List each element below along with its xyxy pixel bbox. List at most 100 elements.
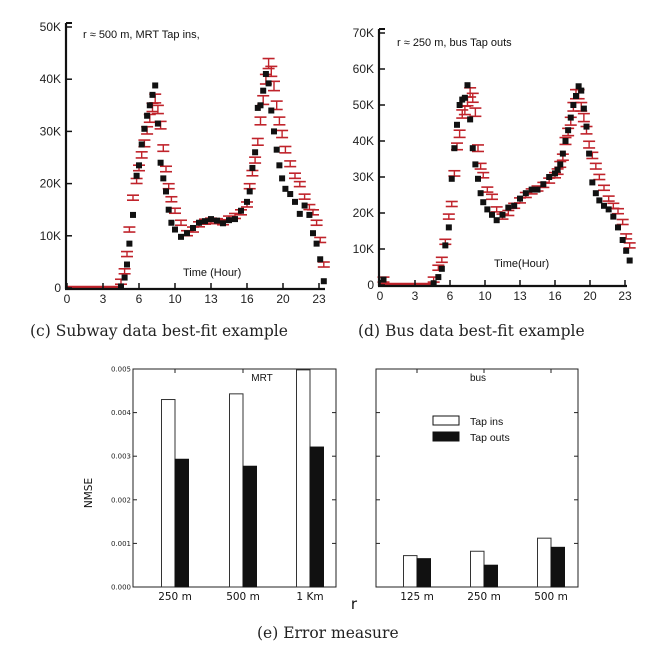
observed-point [306,211,313,218]
bus-axes: 0 10K 20K 30K 40K 50K 60K 70K 0 3 6 10 13 16 20 23 [353,26,632,303]
y-tick-label: 10K [40,229,61,243]
observed-point [451,145,458,152]
subway-annotation: r ≈ 500 m, MRT Tap ins, [83,29,200,41]
bar-tap-outs [550,546,565,588]
category-label: 250 m [467,591,501,603]
observed-point [202,218,208,225]
bus-data-marks [377,82,636,287]
observed-point [276,162,283,169]
observed-point [220,220,226,227]
bar-tap-ins [229,393,244,588]
observed-point [296,210,303,217]
x-tick-label: 0 [377,289,384,303]
subway-axes: 0 10K 20K 30K 40K 50K 0 3 6 10 13 16 20 23 [40,20,326,306]
observed-point [249,164,256,171]
observed-point [313,240,320,247]
observed-point [317,256,324,263]
observed-point [168,219,175,226]
bus-chart: 0 10K 20K 30K 40K 50K 60K 70K 0 3 6 10 13 16 20 23 r ≈ … [353,26,636,340]
observed-point [257,102,264,109]
observed-point [480,199,487,206]
observed-point [511,202,518,209]
observed-point [567,114,574,121]
x-tick-label: 6 [447,289,454,303]
x-tick-label: 10 [168,292,182,306]
observed-point [540,181,547,188]
y-tick-label: 0 [54,281,61,295]
observed-point [260,87,267,94]
bar-tap-ins [161,399,176,588]
bus-x-axis-label: Time(Hour) [494,258,549,270]
legend-label-tap-ins: Tap ins [470,416,503,428]
observed-point [517,195,523,202]
x-tick-label: 0 [64,292,71,306]
observed-point [522,190,529,197]
observed-point [124,261,130,268]
observed-point [489,211,495,218]
nmse-axis-label: NMSE [83,478,95,508]
y-tick-label: 10K [353,242,374,256]
observed-point [499,211,506,218]
observed-point [442,242,449,249]
observed-point [226,217,232,224]
observed-point [467,116,474,123]
bar-tap-outs [416,558,431,588]
bar-tap-outs [309,446,324,588]
y-tick-label: 70K [353,26,374,40]
observed-point [626,257,633,264]
x-tick-label: 20 [583,289,597,303]
observed-point [559,150,566,157]
observed-point [262,70,269,77]
y-tick-label: 50K [353,98,374,112]
observed-point [575,83,582,90]
y-tick-label: 0 [367,278,374,292]
category-label: 500 m [534,591,568,603]
observed-point [320,278,327,285]
category-label: 500 m [226,591,260,603]
legend-swatch-tap-ins [432,415,460,426]
legend-label-tap-outs: Tap outs [470,432,510,444]
y-tick-label: 0.003 [111,453,131,461]
observed-point [438,265,445,272]
observed-point [310,230,316,237]
y-tick-label: 0.002 [111,496,131,504]
observed-point [271,128,277,135]
observed-point [232,216,238,223]
observed-point [448,175,455,182]
x-tick-label: 6 [136,292,143,306]
observed-point [552,170,558,177]
observed-point [477,190,484,197]
category-label: 125 m [400,591,434,603]
x-tick-label: 10 [478,289,492,303]
observed-point [475,175,481,182]
observed-point [149,91,156,98]
x-tick-label: 16 [240,292,254,306]
error-measure-chart: 0.000 0.001 0.002 0.003 0.004 0.005 250 m 500 m… [83,366,579,642]
observed-point [596,197,603,204]
observed-point [292,198,298,205]
observed-point [578,87,585,94]
mrt-panel-title: MRT [251,373,272,384]
bar-tap-ins [296,369,311,588]
observed-point [580,105,587,112]
bar-tap-outs [174,458,189,588]
observed-point [573,93,579,99]
subway-data-marks [67,57,330,290]
bar-legend: Tap ins Tap outs [432,415,510,444]
observed-point [190,224,196,231]
observed-point [623,247,630,254]
observed-point [570,102,577,108]
observed-point [154,120,161,127]
observed-point [589,179,596,186]
subway-x-axis-label: Time (Hour) [183,267,241,279]
subway-caption: (c) Subway data best-fit example [30,322,288,340]
bar-tap-ins [470,550,485,588]
observed-point [461,94,468,101]
x-tick-label: 13 [513,289,527,303]
r-axis-label: r [351,595,358,613]
bus-annotation: r ≈ 250 m, bus Tap outs [397,37,512,49]
y-tick-label: 40K [353,134,374,148]
observed-point [163,188,169,195]
observed-point [456,102,463,108]
observed-point [165,206,172,213]
